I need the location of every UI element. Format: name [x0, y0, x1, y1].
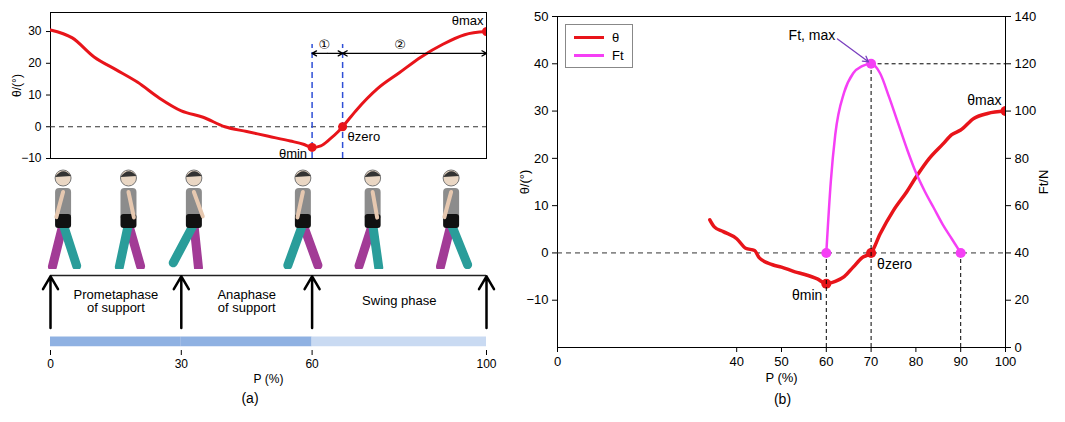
svg-text:Anaphaseof support: Anaphaseof support [217, 287, 276, 315]
svg-text:30: 30 [534, 103, 548, 118]
svg-text:θmax: θmax [967, 92, 1001, 108]
svg-text:120: 120 [1015, 56, 1037, 71]
svg-text:20: 20 [534, 151, 548, 166]
svg-text:80: 80 [909, 354, 923, 369]
svg-text:−10: −10 [21, 151, 42, 164]
svg-text:30: 30 [175, 357, 189, 371]
svg-text:100: 100 [476, 357, 496, 371]
svg-text:20: 20 [1015, 292, 1029, 307]
svg-text:50: 50 [534, 9, 548, 24]
html-text:(a): (a) [241, 390, 259, 406]
svg-text:0: 0 [35, 120, 42, 134]
svg-text:②: ② [394, 37, 406, 52]
svg-text:70: 70 [864, 354, 878, 369]
svg-text:40: 40 [1015, 245, 1029, 260]
svg-text:10: 10 [28, 88, 42, 102]
svg-text:40: 40 [729, 354, 743, 369]
svg-text:0: 0 [541, 245, 548, 260]
svg-text:50: 50 [774, 354, 788, 369]
svg-text:Ft, max: Ft, max [789, 27, 836, 43]
svg-text:①: ① [318, 37, 330, 52]
svg-text:10: 10 [534, 198, 548, 213]
svg-text:P (%): P (%) [765, 370, 797, 385]
svg-text:90: 90 [953, 354, 967, 369]
svg-text:140: 140 [1015, 9, 1037, 24]
svg-text:100: 100 [1015, 103, 1037, 118]
svg-text:0: 0 [554, 354, 561, 369]
svg-text:60: 60 [1015, 198, 1029, 213]
svg-text:θzero: θzero [348, 129, 381, 144]
html-text:θ: θ [612, 29, 620, 45]
svg-text:40: 40 [534, 56, 548, 71]
svg-text:θmin: θmin [792, 287, 822, 303]
svg-text:θzero: θzero [877, 256, 912, 272]
svg-text:P (%): P (%) [254, 372, 284, 386]
html-text:Ft: Ft [612, 47, 624, 63]
svg-text:θ/(°): θ/(°) [517, 170, 532, 195]
svg-text:−10: −10 [526, 292, 548, 307]
svg-text:60: 60 [305, 357, 319, 371]
svg-text:30: 30 [28, 24, 42, 38]
svg-text:θmin: θmin [279, 146, 307, 161]
svg-text:Prometaphaseof support: Prometaphaseof support [74, 287, 159, 315]
svg-text:θmax: θmax [452, 13, 484, 28]
svg-text:80: 80 [1015, 151, 1029, 166]
svg-text:100: 100 [995, 354, 1017, 369]
svg-text:60: 60 [819, 354, 833, 369]
html-text:(b): (b) [773, 391, 792, 407]
svg-text:20: 20 [28, 56, 42, 70]
svg-text:0: 0 [47, 357, 54, 371]
svg-text:Swing phase: Swing phase [362, 293, 436, 308]
svg-text:Ft/N: Ft/N [1036, 170, 1051, 195]
svg-text:θ/(°): θ/(°) [10, 74, 24, 97]
svg-text:0: 0 [1015, 340, 1022, 355]
